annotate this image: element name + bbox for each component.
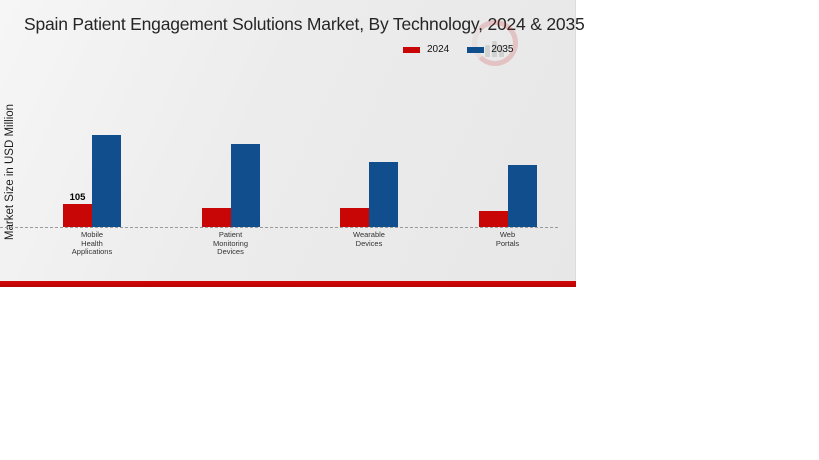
bar-2024-mobile-health-applications [63, 204, 92, 227]
legend-label: 2024 [427, 44, 450, 55]
legend-swatch-icon [467, 46, 485, 53]
legend-label: 2035 [491, 44, 514, 55]
bar-2024-patient-monitoring-devices [201, 208, 231, 227]
category-label-wearable-devices: Wearable Devices [353, 230, 385, 248]
bar-2035-patient-monitoring-devices [230, 144, 260, 227]
bottom-accent-bar [0, 281, 576, 287]
bar-2035-wearable-devices [369, 162, 398, 227]
chart-panel: Spain Patient Engagement Solutions Marke… [0, 0, 585, 281]
category-label-mobile-health-applications: Mobile Health Applications [71, 230, 113, 257]
bar-2035-web-portals [507, 165, 537, 227]
category-label-patient-monitoring-devices: Patient Monitoring Devices [212, 230, 249, 257]
bar-2024-web-portals [478, 211, 508, 227]
bar-2024-wearable-devices [340, 208, 369, 227]
legend-item-2024: 2024 [403, 44, 449, 55]
legend: 2024 2035 [403, 44, 514, 55]
plot-area: Mobile Health Applications Patient Monito… [0, 0, 576, 281]
category-label-web-portals: Web Portals [495, 230, 520, 248]
chart-title: Spain Patient Engagement Solutions Marke… [24, 14, 585, 34]
legend-item-2035: 2035 [467, 44, 514, 55]
x-axis-baseline [0, 227, 558, 228]
bar-2035-mobile-health-applications [92, 135, 121, 227]
legend-swatch-icon [403, 46, 420, 53]
value-label-2024-mobile-health-applications: 105 [69, 192, 86, 203]
